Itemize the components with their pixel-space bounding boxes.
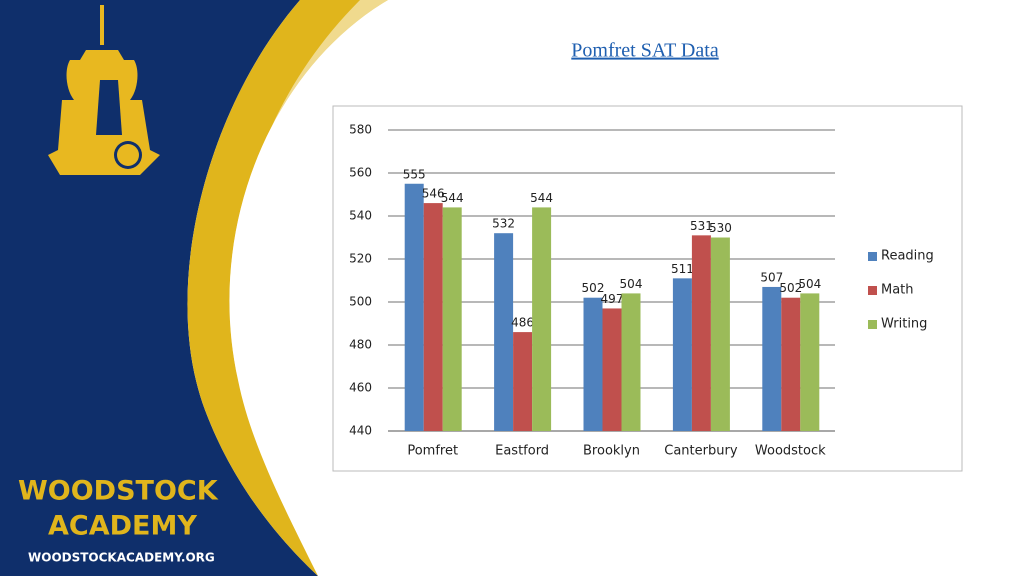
x-tick-label: Eastford — [495, 444, 549, 459]
data-label: 555 — [403, 167, 426, 181]
data-label: 544 — [530, 191, 553, 205]
brand-url: WOODSTOCKACADEMY.ORG — [28, 551, 215, 565]
x-tick-label: Canterbury — [664, 444, 738, 459]
x-tick-label: Woodstock — [755, 444, 826, 459]
y-tick-label: 580 — [349, 123, 372, 137]
legend-label: Math — [881, 283, 914, 298]
legend-label: Reading — [881, 249, 934, 264]
data-label: 504 — [620, 277, 643, 291]
logo — [48, 5, 160, 175]
x-tick-label: Pomfret — [407, 444, 458, 459]
brand-line1: WOODSTOCK — [18, 476, 219, 507]
bar — [672, 278, 692, 431]
data-label: 530 — [709, 221, 732, 235]
gold-swoosh — [187, 0, 388, 576]
y-tick-label: 440 — [349, 424, 372, 438]
bar — [762, 286, 782, 431]
data-label: 546 — [422, 187, 445, 201]
y-tick-label: 560 — [349, 166, 372, 180]
bar — [532, 207, 552, 431]
bar — [691, 235, 711, 431]
bar — [710, 237, 730, 431]
bar — [423, 203, 443, 431]
data-label: 502 — [779, 281, 802, 295]
y-tick-label: 480 — [349, 338, 372, 352]
legend-swatch — [868, 252, 877, 261]
bar — [404, 183, 424, 431]
data-label: 544 — [441, 191, 464, 205]
data-label: 504 — [798, 277, 821, 291]
y-tick-label: 500 — [349, 295, 372, 309]
data-label: 531 — [690, 219, 713, 233]
legend-swatch — [868, 320, 877, 329]
y-tick-label: 520 — [349, 252, 372, 266]
bar — [583, 297, 603, 431]
data-label: 486 — [511, 316, 534, 330]
bar — [621, 293, 641, 431]
data-label: 532 — [492, 217, 515, 231]
legend-swatch — [868, 286, 877, 295]
bar — [442, 207, 462, 431]
y-tick-label: 540 — [349, 209, 372, 223]
x-tick-label: Brooklyn — [583, 444, 640, 459]
bar — [602, 308, 622, 431]
y-tick-label: 460 — [349, 381, 372, 395]
slide-title: Pomfret SAT Data — [571, 40, 719, 62]
data-label: 497 — [601, 292, 624, 306]
brand-line2: ACADEMY — [48, 511, 197, 542]
bar — [800, 293, 820, 431]
legend-label: Writing — [881, 317, 927, 332]
data-label: 511 — [671, 262, 694, 276]
data-label: 507 — [760, 270, 783, 284]
data-label: 502 — [582, 281, 605, 295]
bar — [494, 233, 514, 431]
bar — [513, 332, 533, 431]
bar — [781, 297, 801, 431]
